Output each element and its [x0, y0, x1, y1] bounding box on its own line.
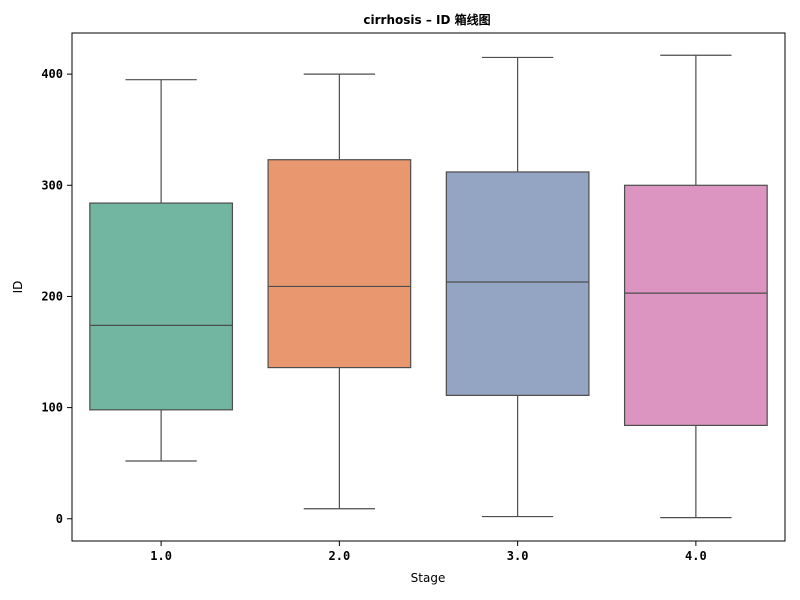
plot-frame	[71, 32, 786, 542]
box-group-1.0	[89, 79, 234, 462]
y-tick-label: 400	[41, 67, 63, 81]
chart-title: cirrhosis – ID 箱线图	[363, 12, 490, 27]
x-tick-label: 2.0	[329, 549, 351, 563]
box-iqr	[623, 184, 768, 426]
x-tick-label: 1.0	[150, 549, 172, 563]
box-iqr	[445, 171, 590, 396]
x-axis-label: Stage	[411, 571, 446, 585]
y-tick-label: 100	[41, 401, 63, 415]
y-tick-label: 0	[56, 512, 63, 526]
x-tick-label: 3.0	[507, 549, 529, 563]
box-iqr	[267, 159, 412, 369]
plot-area	[89, 54, 768, 519]
y-axis-label: ID	[11, 281, 25, 294]
box-group-3.0	[445, 56, 590, 518]
box-group-2.0	[267, 73, 412, 510]
x-tick-label: 4.0	[685, 549, 707, 563]
box-iqr	[89, 202, 234, 411]
y-tick-label: 200	[41, 289, 63, 303]
box-group-4.0	[623, 54, 768, 519]
y-tick-label: 300	[41, 178, 63, 192]
